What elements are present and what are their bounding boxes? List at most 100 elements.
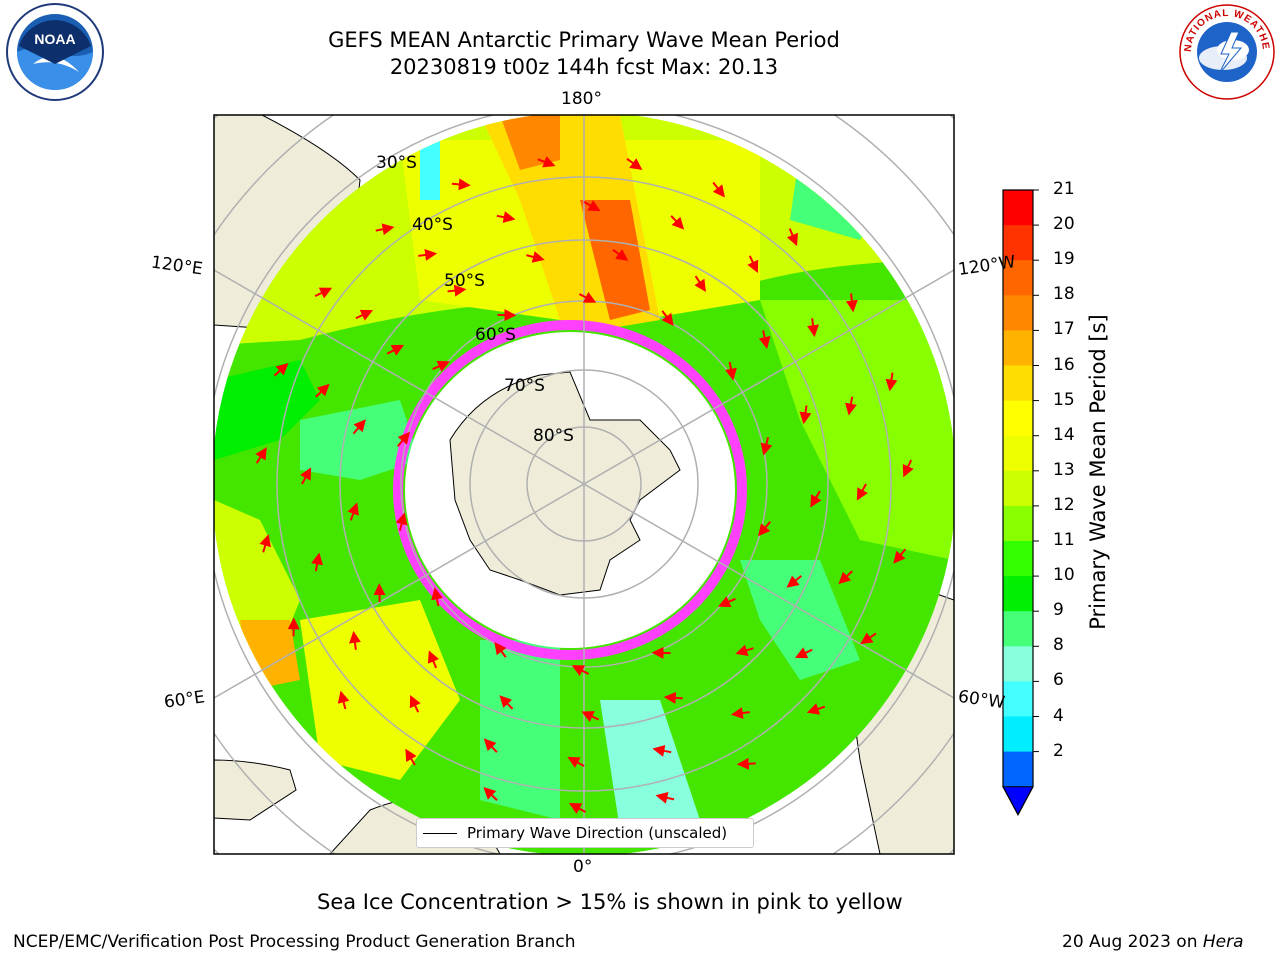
wave-direction-arrow — [375, 223, 395, 236]
wave-direction-arrow — [786, 228, 798, 247]
footer-right: 20 Aug 2023 on Hera — [1062, 932, 1244, 952]
wave-direction-arrow — [571, 665, 590, 677]
colorbar-tick-label: 16 — [1053, 354, 1075, 375]
wave-direction-arrow — [725, 361, 737, 381]
noaa-logo: NOAA — [6, 3, 104, 101]
wave-direction-arrow — [581, 711, 600, 723]
wave-direction-arrow — [432, 360, 450, 372]
wave-direction-arrow — [845, 396, 857, 416]
wave-direction-arrow — [655, 792, 675, 804]
wave-direction-arrow — [747, 255, 759, 274]
colorbar-tick-label: 15 — [1053, 389, 1075, 410]
wave-direction-arrow — [758, 330, 771, 349]
lat-label-80s: 80°S — [533, 426, 574, 446]
wave-direction-arrow — [499, 695, 514, 710]
wave-direction-arrow — [568, 802, 587, 814]
colorbar-segment — [1003, 751, 1033, 788]
wave-direction-arrow — [352, 419, 366, 435]
colorbar-tick-label: 21 — [1053, 179, 1075, 199]
lon-label-180: 180° — [561, 89, 602, 109]
wave-direction-arrow — [451, 178, 471, 191]
wave-direction-arrow — [730, 707, 750, 719]
wave-direction-arrow — [799, 405, 812, 425]
wave-direction-arrows — [255, 156, 914, 814]
antarctica — [449, 371, 681, 596]
colorbar-tick-label: 6 — [1053, 670, 1064, 691]
wave-direction-arrow — [856, 483, 868, 501]
colorbar-tick-label: 10 — [1053, 565, 1075, 586]
wave-direction-arrow — [259, 534, 271, 553]
lat-label-30s: 30°S — [376, 153, 417, 173]
wave-direction-arrow — [355, 309, 374, 321]
wave-direction-arrow — [718, 596, 736, 608]
colorbar-tick-label: 8 — [1053, 635, 1064, 656]
colorbar-segment — [1003, 505, 1033, 542]
wave-direction-arrow — [893, 548, 907, 564]
noaa-logo-text: NOAA — [34, 31, 75, 47]
footer-date: 20 Aug 2023 on — [1062, 932, 1203, 952]
wave-direction-arrow — [626, 158, 643, 171]
colorbar — [1002, 189, 1039, 816]
colorbar-segment — [1003, 541, 1033, 577]
colorbar-tick-label: 9 — [1053, 600, 1064, 621]
wave-direction-arrow — [694, 275, 706, 292]
wave-direction-arrow — [712, 181, 725, 198]
colorbar-segment — [1003, 400, 1033, 437]
wave-direction-arrow — [578, 291, 597, 303]
wave-direction-arrow — [661, 310, 674, 327]
wave-direction-arrow — [860, 632, 877, 645]
wave-direction-arrow — [807, 318, 819, 338]
wave-direction-arrow — [806, 703, 826, 715]
wave-direction-arrow — [583, 200, 601, 212]
colorbar-extend-arrow — [1002, 786, 1034, 816]
wave-direction-arrow — [794, 647, 813, 659]
sea-ice-caption: Sea Ice Concentration > 15% is shown in … — [317, 890, 903, 914]
lat-label-40s: 40°S — [412, 215, 453, 235]
footer-left: NCEP/EMC/Verification Post Processing Pr… — [13, 932, 576, 952]
latitude-labels: 30°S 40°S 50°S 60°S 70°S 80°S — [376, 153, 574, 446]
colorbar-tick-label: 19 — [1053, 249, 1075, 270]
wave-direction-arrow — [537, 156, 556, 168]
colorbar-tick-label: 12 — [1053, 494, 1075, 515]
map-frame — [213, 114, 955, 855]
wave-direction-arrow — [427, 650, 439, 669]
wave-direction-arrow — [810, 490, 822, 508]
chart-subtitle: 20230819 t00z 144h fcst Max: 20.13 — [389, 55, 779, 79]
wave-direction-arrow — [395, 512, 408, 532]
wave-direction-arrow — [386, 344, 405, 356]
lat-label-50s: 50°S — [444, 271, 485, 291]
wave-direction-arrow — [273, 362, 289, 377]
chart-title: GEFS MEAN Antarctic Primary Wave Mean Pe… — [328, 28, 840, 52]
wave-direction-arrow — [347, 502, 359, 521]
wave-direction-arrow — [349, 630, 361, 650]
lat-label-70s: 70°S — [504, 376, 545, 396]
map-legend: Primary Wave Direction (unscaled) — [416, 818, 754, 848]
wave-direction-arrow — [735, 644, 754, 657]
wave-direction-arrow — [494, 641, 507, 658]
colorbar-frame — [1002, 189, 1034, 816]
wave-direction-arrow — [838, 570, 853, 585]
colorbar-segment — [1003, 611, 1033, 647]
colorbar-label: Primary Wave Mean Period [s] — [1086, 314, 1110, 630]
colorbar-segment — [1003, 470, 1033, 507]
colorbar-tick-label: 2 — [1053, 740, 1064, 761]
lon-label-0: 0° — [573, 857, 593, 877]
wave-direction-arrow — [311, 552, 323, 572]
wave-direction-arrow — [902, 459, 914, 478]
wave-direction-arrow — [255, 447, 267, 464]
colorbar-segment — [1003, 365, 1033, 402]
nws-logo: NATIONAL WEATHER SERVICE — [1177, 2, 1275, 100]
colorbar-tick-label: 20 — [1053, 214, 1075, 235]
wave-direction-arrow — [418, 249, 438, 261]
colorbar-segment — [1003, 435, 1033, 472]
wave-direction-arrow — [663, 691, 683, 704]
wave-direction-arrow — [315, 383, 330, 398]
colorbar-tick-label: 4 — [1053, 705, 1064, 726]
legend-line-swatch — [423, 832, 457, 834]
colorbar-segment — [1003, 646, 1033, 682]
wave-direction-arrow — [483, 738, 498, 753]
colorbar-segment — [1003, 681, 1033, 717]
colorbar-segment — [1003, 716, 1033, 753]
wave-direction-arrow — [483, 787, 498, 801]
colorbar-segment — [1003, 190, 1033, 226]
